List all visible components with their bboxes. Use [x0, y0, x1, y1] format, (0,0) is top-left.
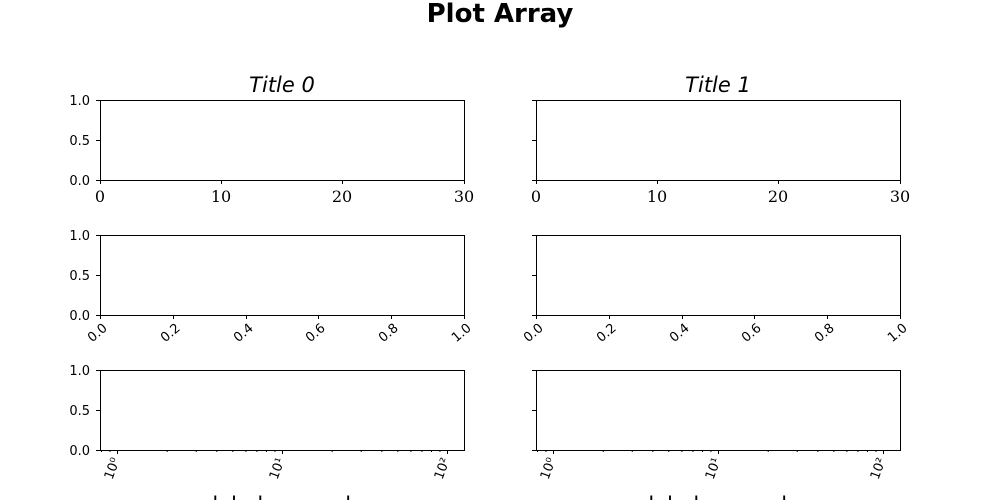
plot-frame	[536, 370, 901, 451]
x-axis-label: xlabel_example	[636, 493, 800, 500]
x-log-tick-marks	[101, 450, 448, 454]
x-tick-label: 0.2	[594, 321, 619, 346]
subplot-4: 0.0 0.5 1.0 10⁰ 10¹ 10² xlabel_example	[69, 364, 465, 500]
x-axis-label: xlabel_example	[200, 493, 364, 500]
x-tick-label: 0.6	[303, 321, 328, 346]
x-tick-label: 1.0	[885, 321, 910, 346]
x-tick-label: 20	[768, 187, 788, 206]
subplot-title: Title 0	[249, 73, 315, 97]
x-tick-label: 0.6	[739, 321, 764, 346]
x-tick-label: 0.4	[231, 321, 256, 346]
x-tick-label: 0.4	[667, 321, 692, 346]
figure-suptitle: Plot Array	[427, 0, 574, 29]
x-tick-label: 10	[647, 187, 667, 206]
plot-frame	[100, 370, 465, 451]
x-tick-label: 0.8	[812, 321, 837, 346]
y-tick-marks	[532, 370, 536, 451]
subplot-3: 0.0 0.2 0.4 0.6 0.8 1.0	[521, 235, 910, 346]
plot-frame	[536, 235, 901, 316]
x-tick-marks	[100, 180, 465, 184]
x-tick-label: 30	[454, 187, 474, 206]
plot-frame	[100, 100, 465, 181]
y-tick-label: 1.0	[69, 229, 90, 244]
x-tick-label: 10²	[868, 456, 890, 482]
x-tick-marks	[536, 180, 901, 184]
y-tick-label: 0.5	[69, 404, 90, 419]
x-tick-label: 10¹	[267, 456, 289, 482]
y-tick-label: 0.5	[69, 269, 90, 284]
x-tick-label: 10	[211, 187, 231, 206]
x-tick-label: 10⁰	[102, 456, 124, 482]
x-tick-label: 0.0	[85, 321, 110, 346]
y-tick-label: 0.5	[69, 134, 90, 149]
subplot-1: Title 1 0 10 20 30	[531, 73, 910, 206]
subplot-5: 10⁰ 10¹ 10² xlabel_example	[532, 370, 901, 500]
plot-frame	[100, 235, 465, 316]
plot-frame	[536, 100, 901, 181]
y-tick-marks	[96, 370, 100, 451]
y-tick-marks	[96, 100, 100, 181]
y-tick-label: 0.0	[69, 174, 90, 189]
y-tick-label: 0.0	[69, 444, 90, 459]
y-tick-label: 1.0	[69, 94, 90, 109]
x-tick-label: 1.0	[449, 321, 474, 346]
y-tick-label: 0.0	[69, 309, 90, 324]
x-tick-label: 0	[531, 187, 541, 206]
x-tick-label: 20	[332, 187, 352, 206]
x-tick-label: 0.0	[521, 321, 546, 346]
x-tick-label: 0.2	[158, 321, 183, 346]
x-tick-label: 30	[890, 187, 910, 206]
subplot-0: Title 0 0.0 0.5 1.0 0 10 20 30	[69, 73, 474, 206]
x-tick-label: 10²	[432, 456, 454, 482]
x-tick-label: 10¹	[703, 456, 725, 482]
x-tick-marks	[100, 315, 465, 319]
x-tick-marks	[536, 315, 901, 319]
subplot-2: 0.0 0.5 1.0 0.0 0.2 0.4 0.6 0.8 1.0	[69, 229, 474, 346]
x-log-tick-marks	[537, 450, 884, 454]
y-tick-marks	[96, 235, 100, 316]
x-tick-label: 0.8	[376, 321, 401, 346]
y-tick-marks	[532, 100, 536, 181]
y-tick-marks	[532, 235, 536, 316]
x-tick-label: 10⁰	[538, 456, 560, 482]
x-tick-label: 0	[95, 187, 105, 206]
subplot-title: Title 1	[685, 73, 751, 97]
y-tick-label: 1.0	[69, 364, 90, 379]
